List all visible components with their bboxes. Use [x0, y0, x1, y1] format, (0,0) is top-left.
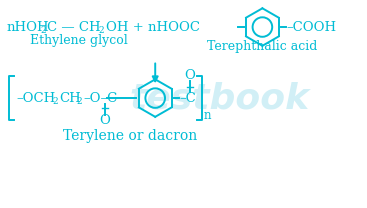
Text: 2: 2: [52, 97, 58, 105]
Text: n: n: [204, 109, 211, 122]
Text: 2: 2: [77, 97, 83, 105]
Text: –O–C: –O–C: [84, 92, 118, 105]
Text: 2: 2: [99, 26, 104, 35]
Text: –C: –C: [179, 92, 196, 105]
Text: testbook: testbook: [130, 81, 310, 115]
Text: O: O: [99, 114, 110, 127]
Text: Terylene or dacron: Terylene or dacron: [63, 129, 197, 142]
Text: O: O: [185, 69, 195, 82]
Text: nHOH: nHOH: [6, 21, 49, 33]
Text: Terephthalic acid: Terephthalic acid: [207, 40, 317, 53]
Text: CH: CH: [59, 92, 81, 105]
Text: 2: 2: [40, 26, 46, 35]
Text: –OCH: –OCH: [16, 92, 55, 105]
Text: OH + nHOOC: OH + nHOOC: [106, 21, 200, 33]
Text: Ethylene glycol: Ethylene glycol: [30, 34, 128, 47]
Text: C — CH: C — CH: [47, 21, 101, 33]
Text: –COOH: –COOH: [286, 21, 336, 33]
